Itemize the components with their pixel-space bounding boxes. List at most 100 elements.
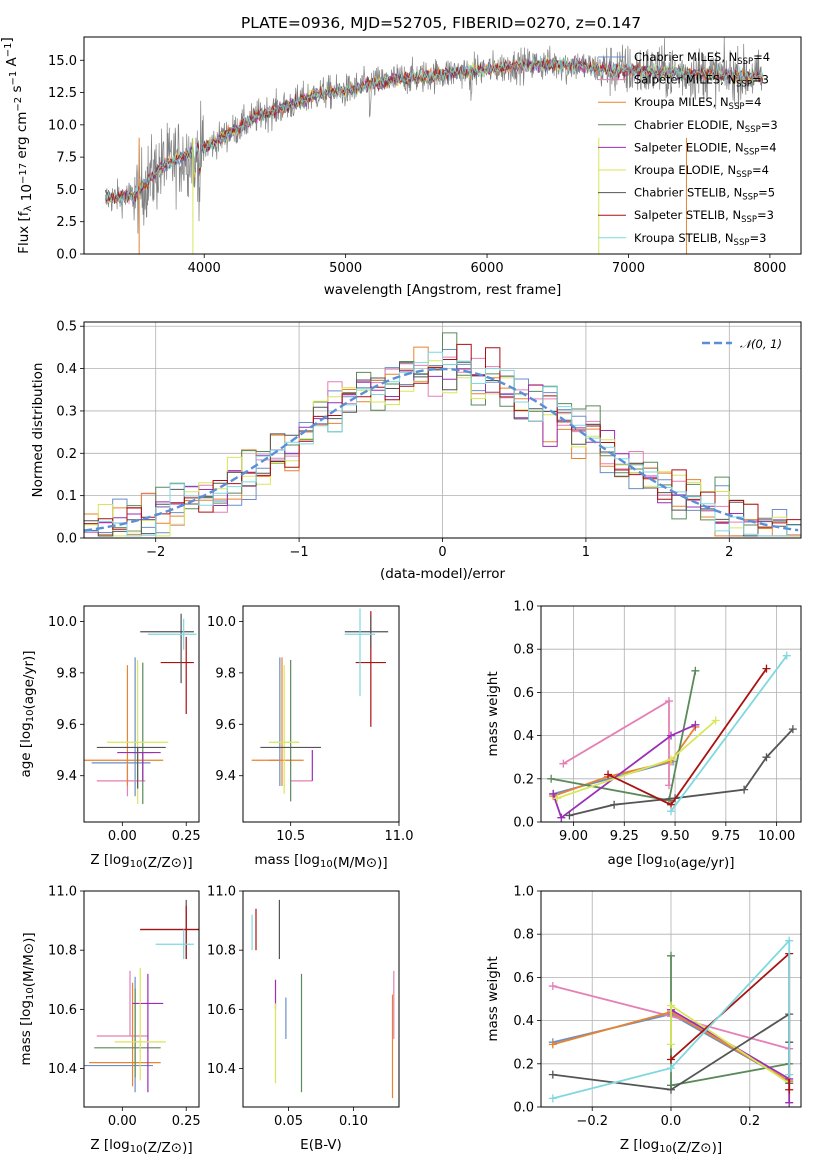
point-marker <box>667 755 675 764</box>
y-axis-label: mass weight <box>485 671 501 756</box>
x-axis-label: Z [log10(Z/Z⊙)] <box>90 1137 192 1156</box>
legend-label: Salpeter ELODIE, NSSP=4 <box>634 140 777 157</box>
histogram-step <box>84 361 801 537</box>
x-axis-label: age [log10(age/yr)] <box>607 852 734 871</box>
point-marker <box>785 1070 794 1079</box>
x-tick-label: 9.00 <box>559 829 588 844</box>
axes-frame <box>540 605 802 823</box>
series-line <box>552 938 791 1100</box>
series-salpeter-miles <box>559 697 673 790</box>
histogram-step <box>84 332 801 537</box>
errorbar-kroupa-stelib <box>344 608 376 696</box>
residuals-panel: −2 −1 0 1 2 0.0 0.1 0.2 0.3 0.4 0.5 (data-model)/er… <box>30 320 802 582</box>
mass_vs_ebv-panel: 0.05 0.10 10.4 10.6 10.8 11.0 E(B-V) <box>207 885 400 1153</box>
point-marker <box>667 1055 675 1064</box>
point-marker <box>785 1098 794 1107</box>
age_vs_Z-plot-area <box>84 613 197 804</box>
errorbar-chabrier-elodie <box>94 988 161 1078</box>
y-tick-label: 0.0 <box>56 248 77 263</box>
y-tick-label: 10.8 <box>48 944 77 959</box>
point-marker <box>782 651 791 660</box>
age_vs_Z-panel: 0.00 0.25 9.4 9.6 9.8 10.0 Z [log10(Z/Z⊙)] age … <box>18 605 201 871</box>
massweight_vs_Z-panel: −0.2 0.0 0.2 0.0 0.2 0.4 0.6 0.8 1.0 Z [log10(Z/Z… <box>485 885 802 1156</box>
series-line <box>569 728 794 817</box>
errorbar-salpeter-stelib <box>160 636 194 714</box>
point-marker <box>548 1040 557 1049</box>
x-tick-label: 0.25 <box>172 829 201 844</box>
gaussian-reference-curve <box>84 367 799 532</box>
errorbar-kroupa-miles <box>84 665 164 786</box>
series-line <box>552 726 697 797</box>
series-chabrier-stelib <box>565 725 797 820</box>
errorbar-kroupa-stelib <box>147 618 197 650</box>
x-tick-label: −0.2 <box>576 1114 608 1129</box>
point-marker <box>667 1064 675 1073</box>
axes-frame <box>242 605 400 823</box>
x-axis-label: mass [log10(M/M⊙)] <box>254 852 387 871</box>
series-line <box>562 699 670 786</box>
x-tick-label: 4000 <box>188 261 221 276</box>
point-marker <box>664 697 673 706</box>
age_vs_mass-plot-area <box>251 608 389 802</box>
y-tick-label: 10.8 <box>207 944 236 959</box>
y-tick-label: 0.0 <box>56 532 77 547</box>
y-tick-label: 0.6 <box>513 686 534 701</box>
legend-label: Salpeter MILES, NSSP=3 <box>634 73 769 90</box>
x-tick-label: 8000 <box>753 261 786 276</box>
y-tick-label: 0.8 <box>513 928 534 943</box>
x-tick-label: 9.25 <box>610 829 639 844</box>
y-tick-label: 11.0 <box>207 885 236 900</box>
point-marker <box>740 785 749 794</box>
axes-frame <box>242 890 400 1108</box>
axes-frame <box>83 36 802 255</box>
x-axis-label: Z [log10(Z/Z⊙)] <box>620 1137 722 1156</box>
y-tick-label: 0.4 <box>513 1014 534 1029</box>
y-tick-label: 10.4 <box>48 1062 77 1077</box>
observed-spectrum-line <box>104 37 764 234</box>
model-spectrum-kroupa-stelib <box>104 56 764 204</box>
point-marker <box>565 811 574 820</box>
axes-frame <box>83 605 200 823</box>
x-tick-label: 0.00 <box>108 1114 137 1129</box>
point-marker <box>762 664 771 673</box>
point-marker <box>549 789 558 798</box>
x-tick-label: 2 <box>725 545 733 560</box>
x-tick-label: 10.00 <box>758 829 795 844</box>
y-tick-label: 0.2 <box>513 1057 534 1072</box>
y-tick-label: 10.0 <box>48 615 77 630</box>
mass_vs_Z-plot-area <box>84 899 199 1093</box>
point-marker <box>785 936 794 945</box>
legend-label: Chabrier ELODIE, NSSP=3 <box>634 118 778 135</box>
x-tick-label: 9.75 <box>711 829 740 844</box>
point-marker <box>548 982 557 991</box>
y-axis-label: age [log10(age/yr)] <box>18 650 37 777</box>
legend-label: 𝒩(0, 1) <box>740 337 782 351</box>
point-marker <box>711 716 720 725</box>
point-marker <box>667 951 675 960</box>
point-marker <box>667 1085 675 1094</box>
errorbar-chabrier-miles <box>91 657 151 797</box>
mass_vs_Z-panel: 0.00 0.25 10.4 10.6 10.8 11.0 Z [log10(Z/Z⊙)] m… <box>18 885 201 1157</box>
y-tick-label: 10.6 <box>48 1003 77 1018</box>
point-marker <box>691 720 700 729</box>
y-tick-label: 0.4 <box>513 729 534 744</box>
y-tick-label: 11.0 <box>48 885 77 900</box>
x-axis-label: (data-model)/error <box>380 566 506 582</box>
y-tick-label: 9.4 <box>56 769 77 784</box>
y-tick-label: 9.6 <box>56 718 77 733</box>
y-axis-label: Normed distribution <box>30 363 46 498</box>
legend-label: Salpeter STELIB, NSSP=3 <box>634 208 774 225</box>
point-marker <box>667 731 675 740</box>
legend-label: Chabrier MILES, NSSP=4 <box>634 50 770 67</box>
errorbar-kroupa-stelib <box>155 929 194 960</box>
axes-frame <box>83 321 802 539</box>
x-tick-label: 6000 <box>471 261 504 276</box>
y-tick-label: 9.6 <box>215 718 236 733</box>
errorbar-chabrier-stelib <box>344 616 389 648</box>
errorbar-salpeter-elodie <box>117 751 161 781</box>
point-marker <box>691 666 700 675</box>
x-tick-label: 0.00 <box>108 829 137 844</box>
massweight_vs_Z-plot-area <box>541 891 801 1107</box>
point-marker <box>667 807 675 816</box>
